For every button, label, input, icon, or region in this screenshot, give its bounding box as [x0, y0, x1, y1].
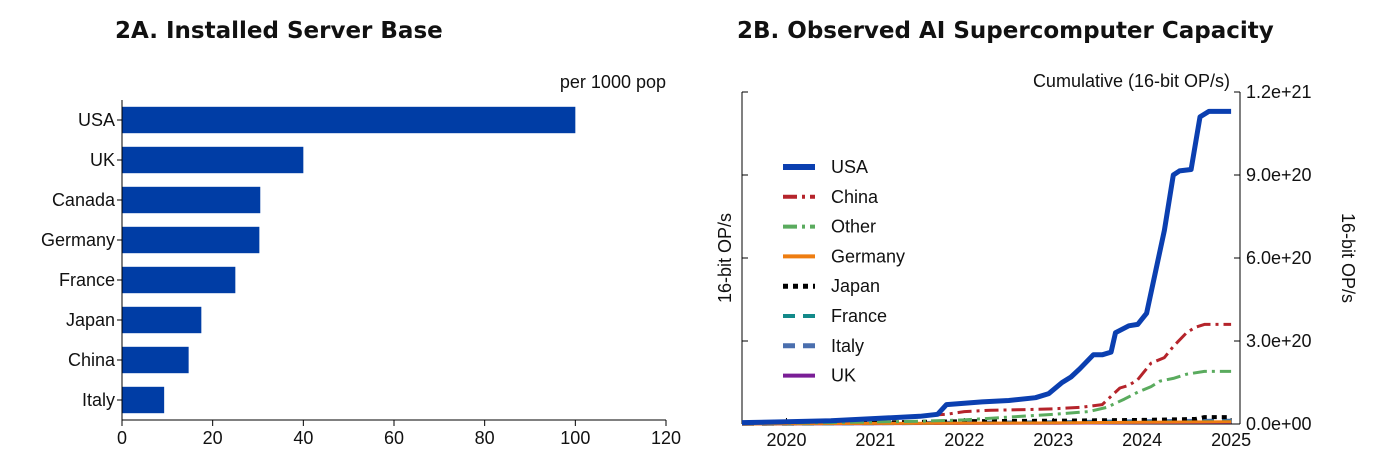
x-tick-label-40: 40 [293, 428, 313, 448]
line-x-tick-label-2024: 2024 [1122, 430, 1162, 450]
bar-category-label-france: France [59, 270, 115, 290]
series-line-japan [741, 415, 1232, 426]
bar-category-label-japan: Japan [66, 310, 115, 330]
x-tick-label-80: 80 [475, 428, 495, 448]
legend-label-germany: Germany [831, 246, 905, 266]
bar-china [122, 346, 189, 374]
legend-label-china: China [831, 187, 879, 207]
x-tick-label-60: 60 [384, 428, 404, 448]
right-y-tick-label-9-0e-20: 9.0e+20 [1246, 165, 1312, 185]
bar-usa [122, 106, 576, 134]
bar-category-label-canada: Canada [52, 190, 116, 210]
panel-a-title: 2A. Installed Server Base [115, 18, 443, 44]
bar-category-label-china: China [68, 350, 116, 370]
line-x-tick-label-2022: 2022 [944, 430, 984, 450]
legend-label-italy: Italy [831, 336, 864, 356]
bar-italy [122, 386, 165, 414]
right-y-axis-label: 16-bit OP/s [1338, 213, 1358, 303]
bar-category-label-germany: Germany [41, 230, 115, 250]
series-line-usa [741, 108, 1232, 426]
legend-label-usa: USA [831, 157, 868, 177]
line-x-tick-label-2023: 2023 [1033, 430, 1073, 450]
bar-category-label-usa: USA [78, 110, 115, 130]
x-tick-label-100: 100 [560, 428, 590, 448]
line-x-tick-label-2021: 2021 [855, 430, 895, 450]
bar-category-label-uk: UK [90, 150, 115, 170]
x-tick-label-20: 20 [203, 428, 223, 448]
right-y-tick-label-0-0e-00: 0.0e+00 [1246, 414, 1312, 434]
bar-uk [122, 146, 304, 174]
legend-label-france: France [831, 306, 887, 326]
bar-category-label-italy: Italy [82, 390, 115, 410]
bar-chart: per 1000 pop USA UK Canada Germany France Japa… [41, 72, 681, 448]
line-unit-label: Cumulative (16-bit OP/s) [1033, 71, 1230, 91]
series-line-other [741, 369, 1232, 425]
x-tick-label-0: 0 [117, 428, 127, 448]
bar-germany [122, 226, 260, 254]
bar-france [122, 266, 236, 294]
legend-label-other: Other [831, 217, 876, 237]
line-x-tick-label-2025: 2025 [1211, 430, 1251, 450]
series-line-china [741, 322, 1232, 425]
right-y-tick-label-1-2e-21: 1.2e+21 [1246, 82, 1312, 102]
right-y-tick-label-6-0e-20: 6.0e+20 [1246, 248, 1312, 268]
line-x-tick-label-2020: 2020 [766, 430, 806, 450]
left-y-axis-label: 16-bit OP/s [715, 213, 735, 303]
bar-canada [122, 186, 261, 214]
bar-unit-label: per 1000 pop [560, 72, 666, 92]
bar-japan [122, 306, 202, 334]
legend-label-uk: UK [831, 366, 856, 386]
x-tick-label-120: 120 [651, 428, 681, 448]
line-chart: Cumulative (16-bit OP/s) 0.0e+00 3.0e+20 6.… [715, 71, 1358, 450]
legend-label-japan: Japan [831, 276, 880, 296]
panel-b-title: 2B. Observed AI Supercomputer Capacity [737, 18, 1274, 44]
right-y-tick-label-3-0e-20: 3.0e+20 [1246, 331, 1312, 351]
